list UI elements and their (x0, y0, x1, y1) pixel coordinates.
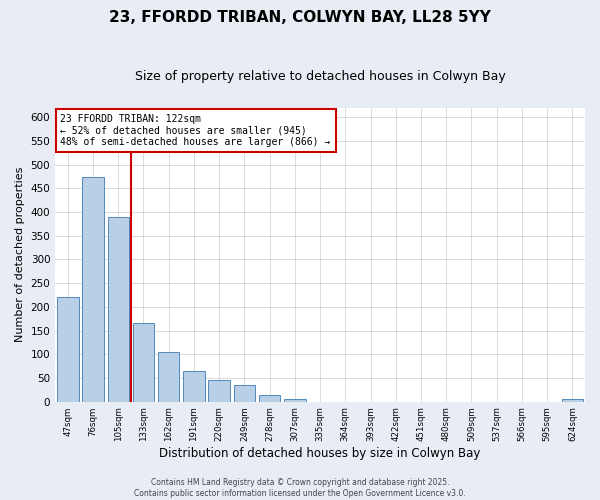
Bar (158, 352, 179, 402)
Bar (284, 400, 305, 402)
Y-axis label: Number of detached properties: Number of detached properties (15, 167, 25, 342)
Text: 23 FFORDD TRIBAN: 122sqm
← 52% of detached houses are smaller (945)
48% of semi-: 23 FFORDD TRIBAN: 122sqm ← 52% of detach… (61, 114, 331, 147)
Bar (82, 176, 104, 402)
Bar (57, 298, 79, 402)
Text: Contains HM Land Registry data © Crown copyright and database right 2025.
Contai: Contains HM Land Registry data © Crown c… (134, 478, 466, 498)
Bar (183, 371, 205, 402)
X-axis label: Distribution of detached houses by size in Colwyn Bay: Distribution of detached houses by size … (160, 447, 481, 460)
Bar (133, 324, 154, 402)
Text: 23, FFORDD TRIBAN, COLWYN BAY, LL28 5YY: 23, FFORDD TRIBAN, COLWYN BAY, LL28 5YY (109, 10, 491, 25)
Bar (259, 394, 280, 402)
Bar (208, 380, 230, 402)
Bar (562, 400, 583, 402)
Bar (233, 385, 255, 402)
Bar (107, 217, 129, 402)
Title: Size of property relative to detached houses in Colwyn Bay: Size of property relative to detached ho… (135, 70, 505, 83)
